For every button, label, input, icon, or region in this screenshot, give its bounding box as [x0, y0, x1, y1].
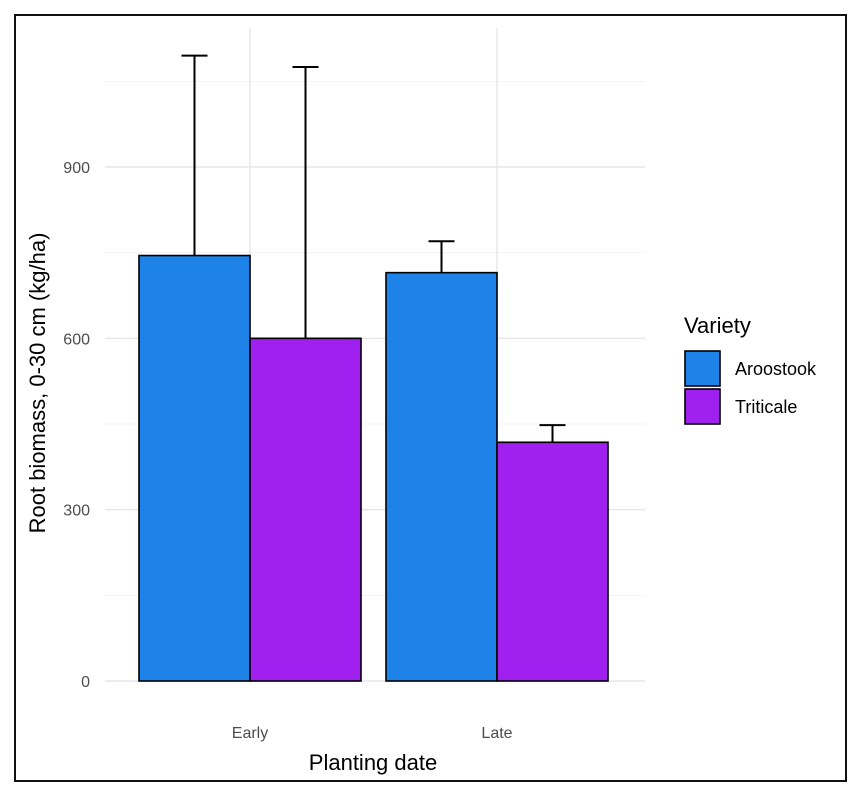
legend-key-triticale [684, 388, 721, 425]
errorbars-group [181, 54, 566, 443]
x-tick-label: Early [232, 725, 268, 742]
bar-aroostook-late [385, 271, 498, 682]
y-tick-label: 0 [81, 674, 90, 691]
x-tick-label: Late [481, 725, 512, 742]
x-axis-title: Planting date [309, 750, 437, 775]
bar-triticale-early [249, 337, 362, 682]
bar-aroostook-early [138, 254, 251, 682]
y-tick-label: 300 [63, 503, 90, 520]
y-tick-labels: 0 300 600 900 [63, 160, 90, 691]
legend-key-aroostook [684, 350, 721, 387]
y-tick-label: 900 [63, 160, 90, 177]
bars-group [138, 254, 609, 682]
legend: Variety Aroostook Triticale [684, 313, 817, 425]
legend-label-aroostook: Aroostook [735, 359, 817, 379]
bar-triticale-late [496, 441, 609, 682]
y-tick-label: 600 [63, 331, 90, 348]
legend-label-triticale: Triticale [735, 397, 797, 417]
x-tick-labels: Early Late [232, 725, 513, 742]
y-axis-title: Root biomass, 0-30 cm (kg/ha) [25, 233, 50, 534]
legend-title: Variety [684, 313, 751, 338]
